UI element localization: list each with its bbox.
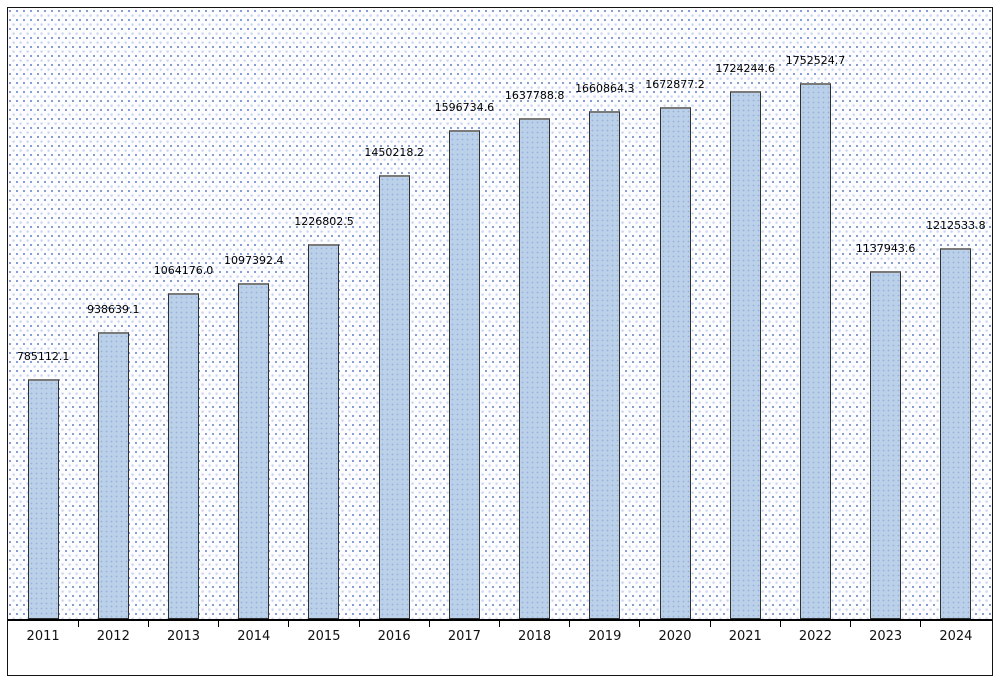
x-axis-line bbox=[8, 619, 992, 621]
bar-value-label: 1226802.5 bbox=[294, 215, 354, 228]
x-axis-tick-label: 2015 bbox=[307, 629, 341, 644]
bar bbox=[378, 175, 410, 619]
bar bbox=[238, 283, 270, 619]
bar-value-label: 1064176.0 bbox=[153, 264, 214, 277]
x-axis-tick-label: 2022 bbox=[798, 629, 832, 644]
bar bbox=[589, 111, 621, 619]
x-axis-tick-label: 2018 bbox=[518, 629, 552, 644]
x-axis-tick bbox=[920, 621, 922, 627]
bar-value-label: 1212533.8 bbox=[926, 219, 986, 232]
x-axis: 2011 2012 2013 2014 2015 2016 2017 2018 2019 2020… bbox=[8, 628, 992, 648]
x-axis-tick bbox=[77, 621, 79, 627]
bar-value-label: 1660864.3 bbox=[575, 82, 635, 95]
bar bbox=[308, 244, 340, 619]
x-axis-tick bbox=[358, 621, 360, 627]
bar bbox=[97, 332, 129, 619]
x-axis-tick-label: 2016 bbox=[377, 629, 411, 644]
x-axis-tick-label: 2012 bbox=[96, 629, 130, 644]
bar-value-label: 1724244.6 bbox=[715, 62, 776, 75]
bar-value-label: 1137943.6 bbox=[855, 242, 916, 255]
x-axis-tick bbox=[779, 621, 781, 627]
bar bbox=[799, 83, 831, 619]
x-axis-tick bbox=[850, 621, 852, 627]
x-axis-tick-label: 2017 bbox=[447, 629, 481, 644]
bar-value-label: 1097392.4 bbox=[224, 254, 284, 267]
x-axis-tick-label: 2021 bbox=[728, 629, 762, 644]
bar bbox=[870, 271, 902, 619]
bar bbox=[729, 91, 761, 619]
x-axis-tick-label: 2024 bbox=[939, 629, 973, 644]
bar bbox=[448, 130, 480, 619]
bar-value-label: 1672877.2 bbox=[645, 78, 705, 91]
bar bbox=[519, 118, 551, 619]
x-axis-tick bbox=[147, 621, 149, 627]
x-axis-tick bbox=[288, 621, 290, 627]
bar-value-label: 938639.1 bbox=[87, 303, 140, 316]
chart-frame: 785112.1 938639.1 1064176.0 1097392.4 12… bbox=[7, 7, 993, 676]
x-axis-tick-label: 2023 bbox=[869, 629, 903, 644]
x-axis-tick-label: 2020 bbox=[658, 629, 692, 644]
bar bbox=[168, 293, 200, 619]
x-axis-tick-label: 2013 bbox=[166, 629, 201, 644]
x-axis-tick-label: 2019 bbox=[588, 629, 622, 644]
x-axis-tick bbox=[709, 621, 711, 627]
x-axis-tick bbox=[639, 621, 641, 627]
bar bbox=[940, 248, 972, 619]
x-axis-tick bbox=[218, 621, 220, 627]
x-axis-tick bbox=[499, 621, 500, 627]
x-axis-tick bbox=[569, 621, 571, 627]
bar-value-label: 1637788.8 bbox=[504, 89, 565, 102]
bar-value-label: 785112.1 bbox=[16, 350, 70, 363]
bar-value-label: 1450218.2 bbox=[364, 146, 424, 159]
x-axis-tick-label: 2011 bbox=[26, 629, 60, 644]
x-axis-tick-label: 2014 bbox=[237, 629, 271, 644]
plot-area: 785112.1 938639.1 1064176.0 1097392.4 12… bbox=[8, 8, 992, 619]
bar bbox=[27, 379, 59, 619]
bar-value-label: 1752524.7 bbox=[785, 54, 846, 67]
bar bbox=[659, 107, 691, 619]
x-axis-tick bbox=[428, 621, 430, 627]
bar-value-label: 1596734.6 bbox=[434, 101, 495, 114]
